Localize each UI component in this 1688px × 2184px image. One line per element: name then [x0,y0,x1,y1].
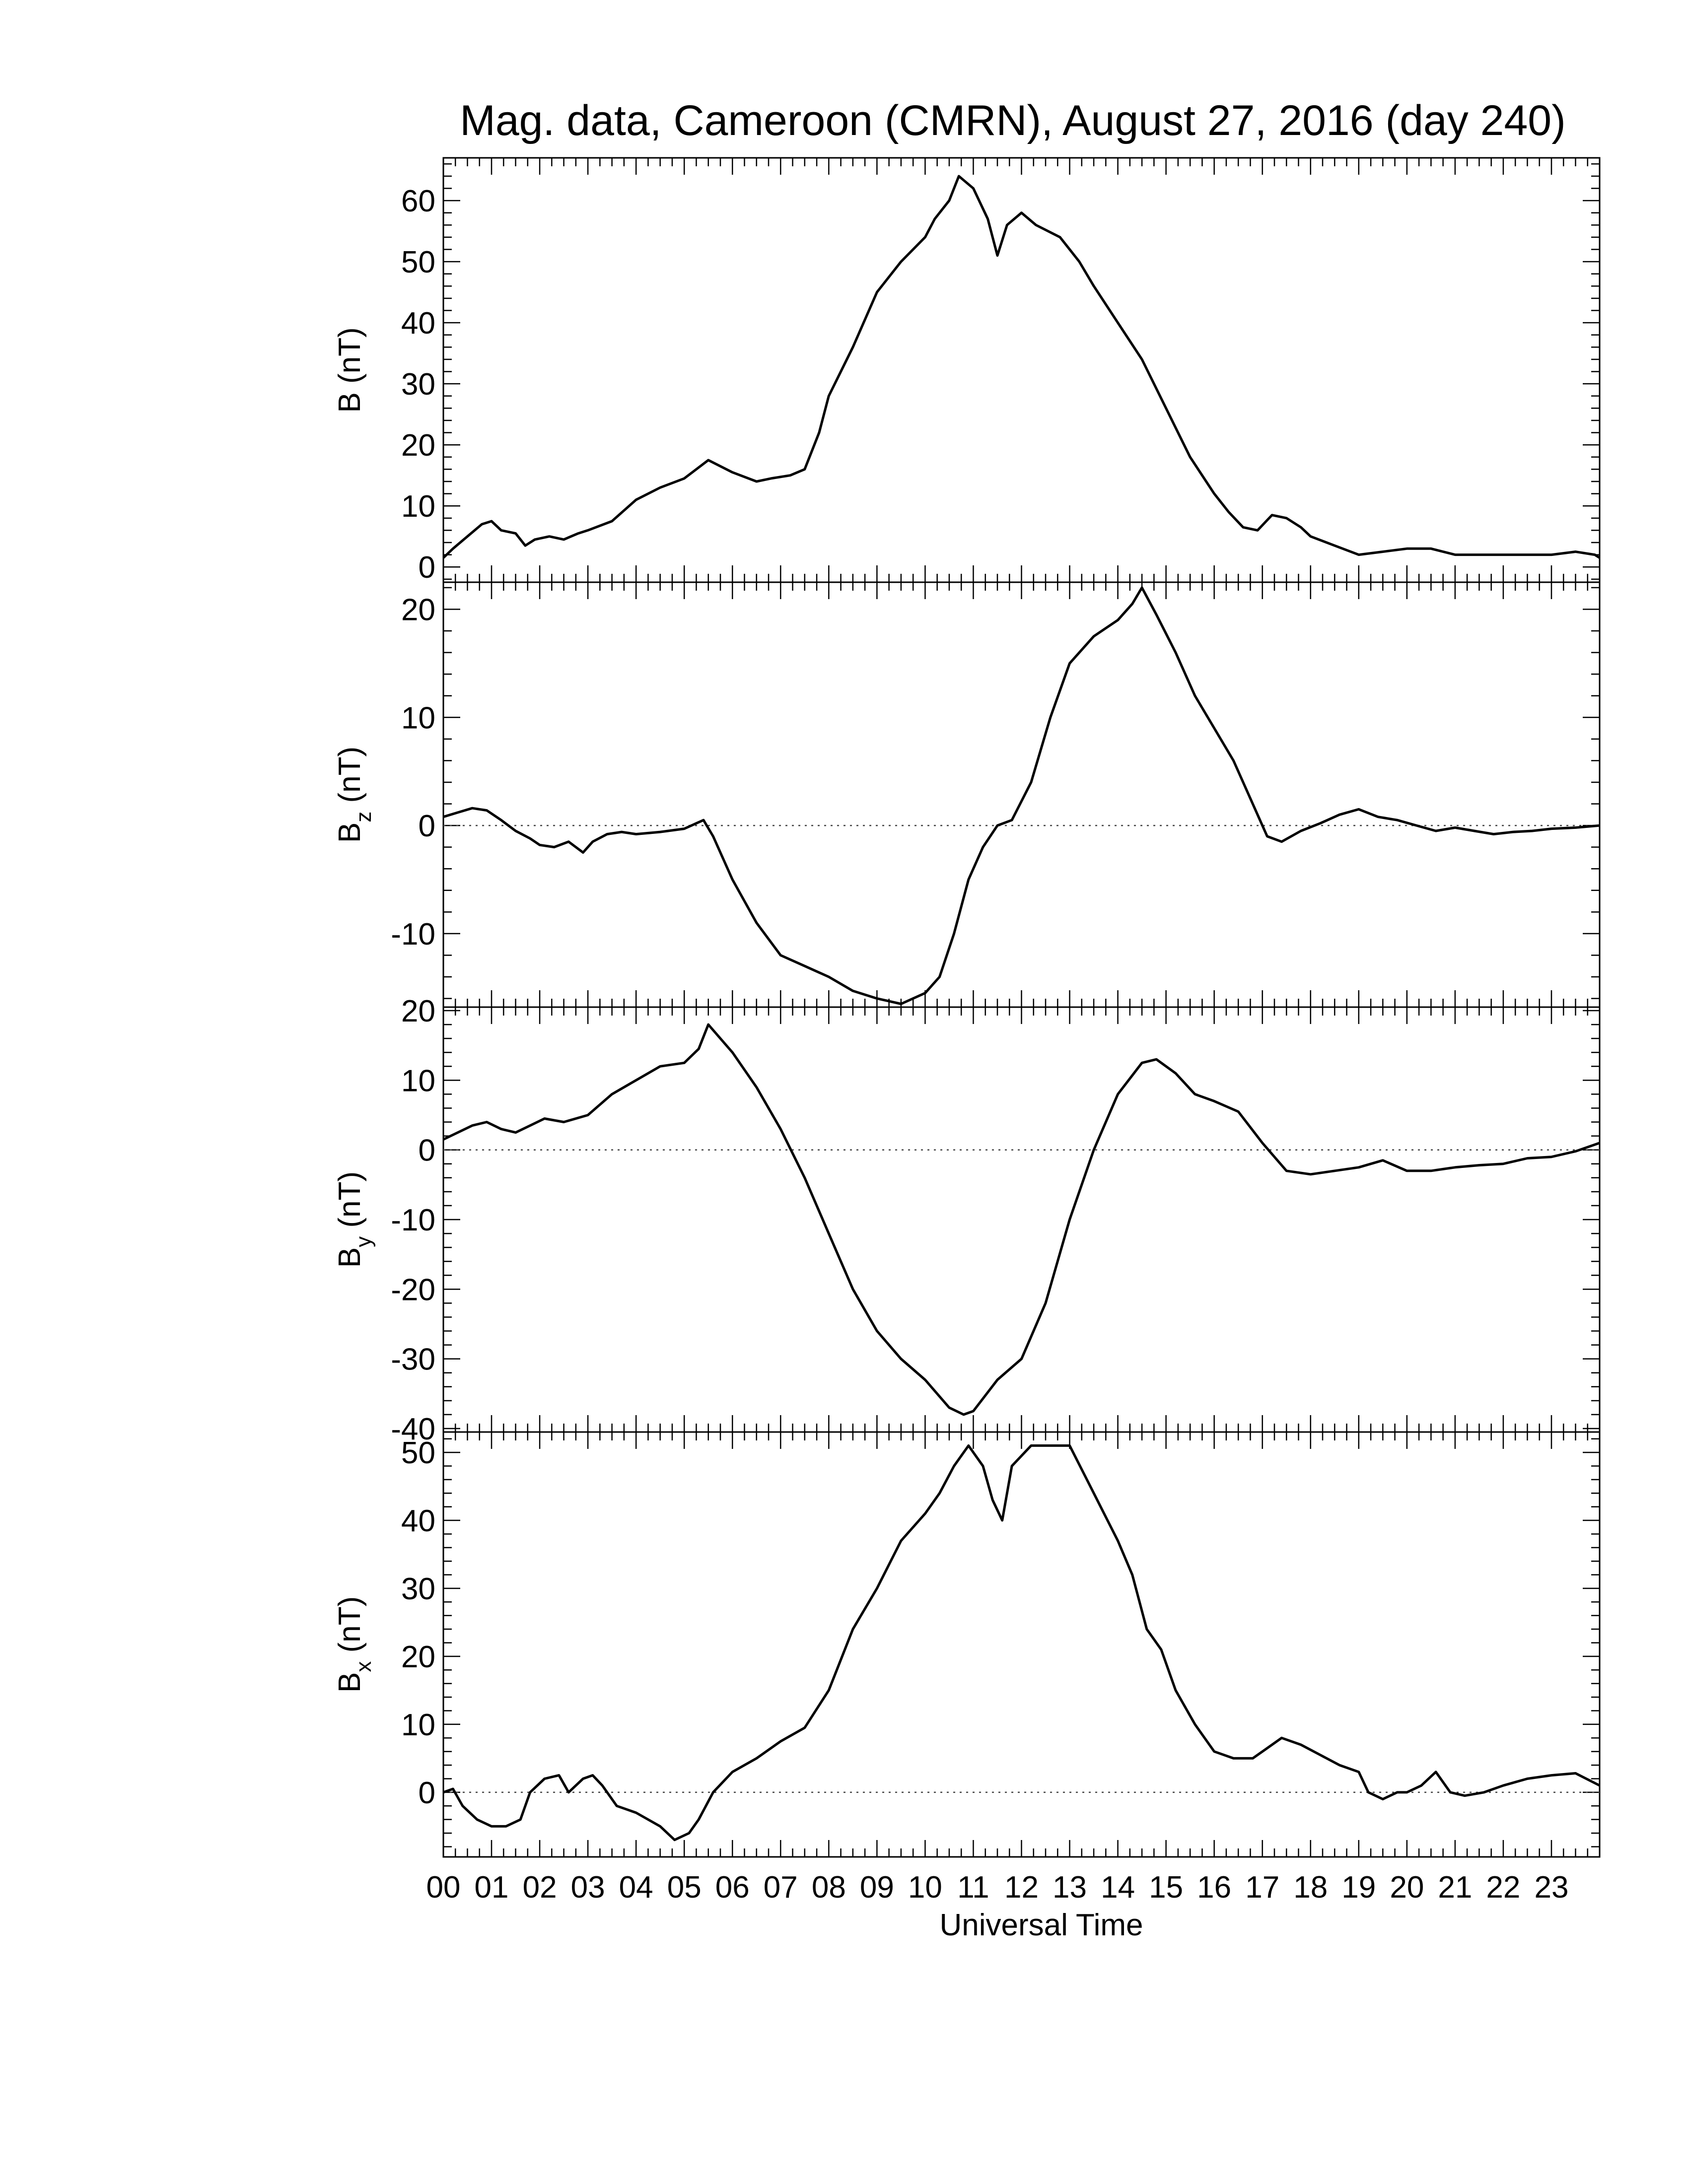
y-tick-label: 0 [419,1134,435,1168]
y-tick-label: -10 [391,917,435,952]
y-tick-label: 10 [401,1708,435,1742]
y-tick-label: -20 [391,1273,435,1307]
x-tick-label: 18 [1293,1870,1328,1905]
y-axis-label-unit: (nT) [333,1596,367,1661]
x-tick-label: 08 [812,1870,846,1905]
x-tick-label: 02 [523,1870,557,1905]
x-tick-label: 09 [860,1870,894,1905]
x-tick-label: 10 [908,1870,942,1905]
y-tick-label: 20 [401,593,435,627]
x-tick-label: 03 [571,1870,605,1905]
x-tick-label: 17 [1245,1870,1279,1905]
y-tick-label: 30 [401,367,435,402]
y-tick-label: 20 [401,428,435,463]
x-tick-label: 20 [1390,1870,1424,1905]
x-tick-label: 04 [619,1870,653,1905]
x-axis: 00 01 02 03 04 05 06 07 08 09 10 11 12 13 14 15 16 17 18 19… [426,1870,1569,1942]
x-tick-label: 01 [475,1870,509,1905]
y-tick-label: 20 [401,1640,435,1674]
y-axis-label: By (nT) [333,1171,376,1268]
chart-title: Mag. data, Cameroon (CMRN), August 27, 2… [460,97,1566,144]
y-axis-label-main: B [333,822,367,843]
y-tick-label: 0 [419,550,435,585]
series-line-Bx [443,1444,1601,1842]
y-axis-label-unit: (nT) [333,327,367,392]
x-tick-label: 11 [957,1870,989,1905]
y-axis-label-main: B [333,1672,367,1693]
x-tick-label: 05 [667,1870,702,1905]
y-tick-label: 60 [401,184,435,218]
x-tick-label: 06 [715,1870,750,1905]
y-axis-label-subscript: x [352,1661,376,1672]
series-line-By [442,1023,1600,1416]
x-tick-label: 07 [764,1870,798,1905]
y-axis-label-subscript: z [352,812,376,822]
y-axis-label-unit: (nT) [333,747,367,812]
y-tick-label: 0 [419,809,435,843]
y-axis-label-main: B [333,1247,367,1268]
y-tick-label: 10 [401,701,435,735]
x-tick-label: 21 [1438,1870,1472,1905]
x-tick-label: 12 [1004,1870,1039,1905]
panels: 0 10 20 30 40 50 60 B (nT) -10 0 10 20 Bz (nT) -40 -30… [333,157,1601,1858]
panel-B: 0 10 20 30 40 50 60 B (nT) [333,157,1601,585]
series-line-B [442,175,1601,559]
y-tick-label: 40 [401,306,435,341]
y-axis-label: Bx (nT) [333,1596,376,1693]
panel-By: -40 -30 -20 -10 0 10 20 By (nT) [333,994,1601,1446]
x-tick-label: 23 [1534,1870,1568,1905]
x-tick-label: 22 [1486,1870,1520,1905]
x-tick-label: 19 [1341,1870,1376,1905]
y-tick-label: 50 [401,245,435,279]
x-tick-label: 15 [1149,1870,1183,1905]
y-axis-label: B (nT) [333,327,367,412]
y-axis-label-unit: (nT) [333,1171,367,1236]
y-tick-label: 30 [401,1572,435,1606]
y-tick-label: 0 [419,1776,435,1810]
y-tick-label: -30 [391,1343,435,1377]
y-tick-label: -40 [391,1412,435,1446]
x-axis-label: Universal Time [940,1908,1143,1942]
y-tick-label: 10 [401,489,435,524]
y-tick-label: 40 [401,1504,435,1538]
x-tick-label: 13 [1053,1870,1087,1905]
panel-Bx: 0 10 20 30 40 50 Bx (nT) [333,1431,1601,1858]
y-tick-label: -10 [391,1203,435,1237]
y-tick-label: 20 [401,994,435,1028]
x-tick-label: 00 [426,1870,461,1905]
x-tick-label: 16 [1197,1870,1231,1905]
y-axis-label: Bz (nT) [333,747,376,843]
y-axis-label-main: B [333,392,367,412]
y-tick-label: 10 [401,1064,435,1098]
x-tick-label: 14 [1101,1870,1135,1905]
y-tick-label: 50 [401,1436,435,1470]
series-line-Bz [443,586,1600,1005]
y-axis-label-subscript: y [352,1236,376,1247]
